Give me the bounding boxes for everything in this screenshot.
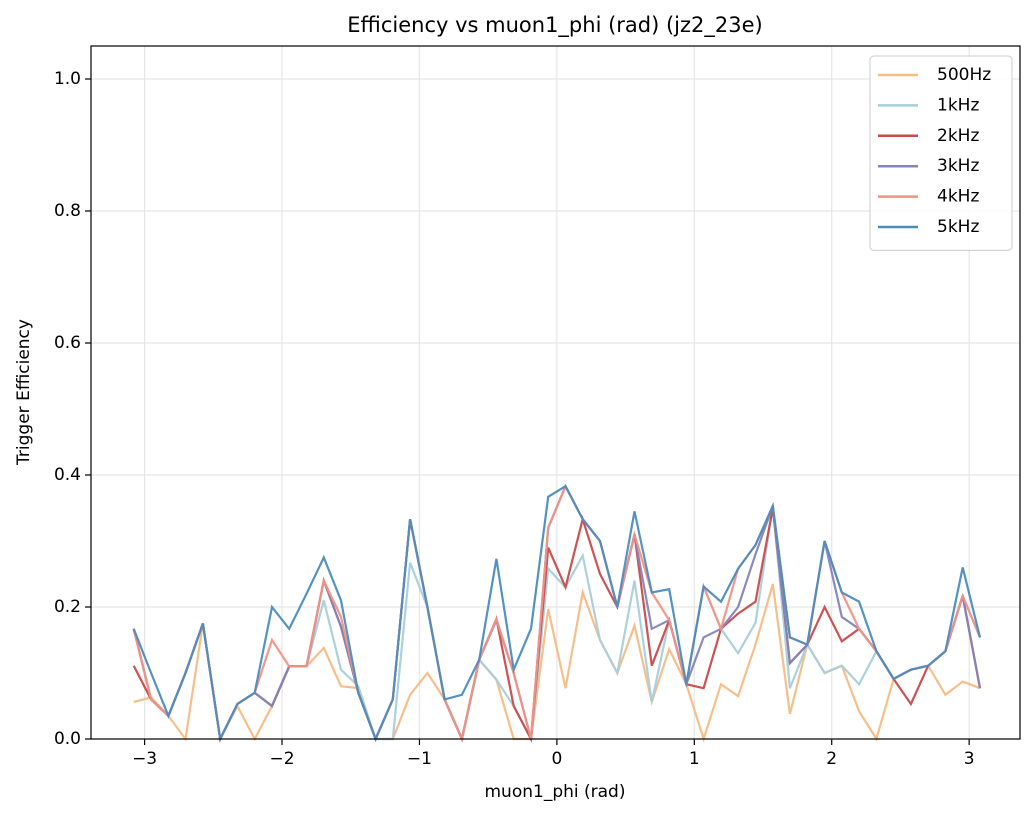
y-axis-label: Trigger Efficiency bbox=[14, 319, 34, 466]
legend-label: 3kHz bbox=[937, 156, 979, 176]
y-tick-label: 0.0 bbox=[54, 729, 81, 749]
legend-label: 1kHz bbox=[937, 95, 979, 115]
y-tick-label: 1.0 bbox=[54, 69, 81, 89]
x-tick-label: 1 bbox=[689, 749, 700, 769]
chart-title: Efficiency vs muon1_phi (rad) (jz2_23e) bbox=[347, 13, 762, 38]
x-tick-label: −2 bbox=[269, 749, 294, 769]
x-tick-label: −1 bbox=[407, 749, 432, 769]
x-tick-label: 2 bbox=[826, 749, 837, 769]
legend-label: 500Hz bbox=[937, 65, 991, 85]
x-tick-label: 0 bbox=[551, 749, 562, 769]
legend-label: 4kHz bbox=[937, 187, 979, 207]
x-tick-label: −3 bbox=[132, 749, 157, 769]
series-line bbox=[132, 484, 982, 743]
y-tick-label: 0.2 bbox=[54, 597, 81, 617]
y-tick-label: 0.8 bbox=[54, 201, 81, 221]
y-tick-label: 0.4 bbox=[54, 465, 81, 485]
x-tick-label: 3 bbox=[964, 749, 975, 769]
plot-frame bbox=[90, 45, 1021, 740]
legend-label: 2kHz bbox=[937, 126, 979, 146]
x-axis-label: muon1_phi (rad) bbox=[485, 782, 626, 802]
legend-label: 5kHz bbox=[937, 217, 979, 237]
y-tick-label: 0.6 bbox=[54, 333, 81, 353]
